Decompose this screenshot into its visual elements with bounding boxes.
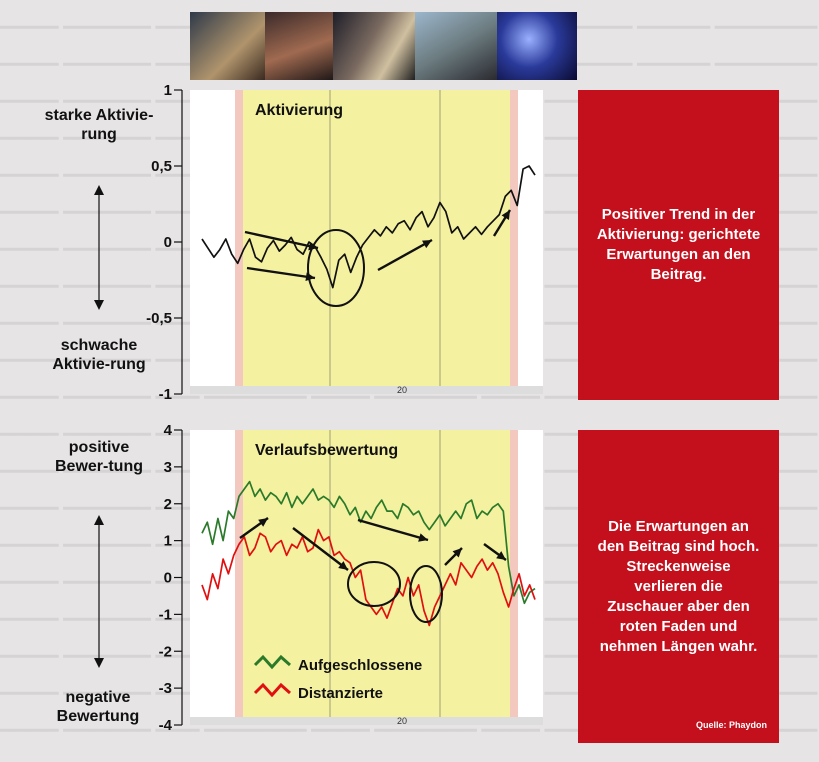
y-tick-label: -1 xyxy=(159,606,172,623)
y-tick-label: 0 xyxy=(164,234,172,251)
x-tick-label: 20 xyxy=(397,716,407,726)
x-axis-strip xyxy=(190,717,543,725)
scale-arrow-down xyxy=(94,658,104,668)
annotation-arrowhead xyxy=(452,548,462,558)
annotation-arrowhead xyxy=(496,551,506,560)
annotation-arrowhead xyxy=(418,533,428,542)
legend-swatch xyxy=(253,654,291,670)
y-tick-label: -3 xyxy=(159,680,172,697)
band-pink-left xyxy=(235,90,243,394)
annotation-circle xyxy=(307,229,365,307)
legend-swatch xyxy=(253,682,291,698)
y-tick-label: 4 xyxy=(164,422,173,439)
chart-verlaufsbewertung: -4 -3 -2 -1 0 1 2 3 4 20 Verlaufsbewertung Aufgesch… xyxy=(159,422,543,734)
y-tick-label: -0,5 xyxy=(146,310,172,327)
thumbnail xyxy=(265,12,333,80)
series-line-1 xyxy=(201,528,536,627)
y-tick-label: 2 xyxy=(164,496,172,513)
thumbnail xyxy=(415,12,497,80)
annotation-text: Die Erwartungen an den Beitrag sind hoch… xyxy=(597,517,760,655)
thumbnail xyxy=(333,12,415,80)
band-pink-left xyxy=(235,430,243,725)
x-tick-label: 20 xyxy=(397,385,407,395)
band-pink-right xyxy=(510,90,518,394)
band-pink-right xyxy=(510,430,518,725)
y-tick-label: 0,5 xyxy=(151,158,172,175)
annotation-arrow xyxy=(246,266,316,280)
band-yellow xyxy=(243,90,510,394)
scale-arrow-down xyxy=(94,300,104,310)
annotation-arrow xyxy=(357,518,429,542)
band-yellow xyxy=(243,430,510,725)
annotation-text: Positiver Trend in der Aktivierung: geri… xyxy=(596,206,761,283)
annotation-arrowhead xyxy=(422,240,432,249)
label-starke-aktivierung: starke Aktivie-rung xyxy=(44,107,154,143)
y-tick-label: 3 xyxy=(164,459,172,476)
thumbnail xyxy=(497,12,577,80)
chart-title: Aktivierung xyxy=(255,102,343,119)
annotation-circle xyxy=(347,561,401,607)
annotation-box-bewertung: Die Erwartungen an den Beitrag sind hoch… xyxy=(578,430,779,743)
source-credit: Quelle: Phaydon xyxy=(695,720,767,730)
label-schwache-aktivierung: schwache Aktivie-rung xyxy=(52,337,146,373)
label-negative-bewertung: negative Bewertung xyxy=(56,689,140,725)
annotation-arrow xyxy=(244,230,319,250)
thumbnail xyxy=(190,12,265,80)
scale-arrow-up xyxy=(94,515,104,525)
y-tick-label: -4 xyxy=(159,717,173,734)
annotation-arrow xyxy=(377,238,433,272)
annotation-arrowhead xyxy=(258,518,268,527)
y-tick-label: 1 xyxy=(164,533,172,550)
annotation-arrowhead xyxy=(501,210,510,220)
scale-arrow-up xyxy=(94,185,104,195)
annotation-circle xyxy=(409,565,443,623)
y-tick-label: -1 xyxy=(159,386,172,403)
chart-title: Verlaufsbewertung xyxy=(255,442,398,459)
annotation-arrowhead xyxy=(338,561,348,570)
series-line-0 xyxy=(201,480,536,605)
annotation-arrow xyxy=(292,527,349,571)
annotation-box-aktivierung: Positiver Trend in der Aktivierung: geri… xyxy=(578,90,779,400)
y-tick-label: -2 xyxy=(159,643,172,660)
legend-label: Distanzierte xyxy=(298,685,383,702)
legend-label: Aufgeschlossene xyxy=(298,657,422,674)
y-tick-label: 1 xyxy=(164,82,172,99)
series-line-0 xyxy=(201,165,536,289)
label-positive-bewertung: positive Bewer-tung xyxy=(55,439,143,475)
chart-aktivierung: -1 -0,5 0 0,5 1 20 Aktivierung xyxy=(146,82,543,403)
x-axis-strip xyxy=(190,386,543,394)
y-tick-label: 0 xyxy=(164,570,172,587)
